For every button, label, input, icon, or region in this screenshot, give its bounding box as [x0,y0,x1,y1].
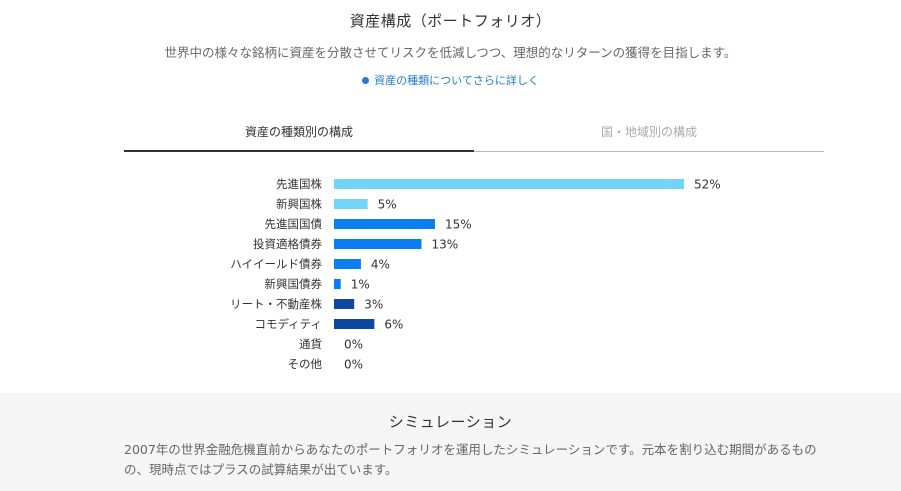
bar [334,279,341,289]
bar [334,239,422,249]
value-label: 4% [371,258,390,272]
value-label: 6% [384,318,403,332]
asset-types-more-link[interactable]: 資産の種類についてさらに詳しく [0,72,901,88]
category-label: 先進国株 [276,177,322,191]
category-label: コモディティ [254,317,322,331]
value-label: 15% [445,218,472,232]
category-label: 新興国債券 [265,277,323,291]
category-label: 投資適格債券 [253,237,322,251]
bar [334,179,684,189]
simulation-title: シミュレーション [388,413,513,431]
value-label: 1% [351,278,370,292]
page-subtitle: 世界中の様々な銘柄に資産を分散させてリスクを低減しつつ、理想的なリターンの獲得を… [164,45,737,60]
bar [334,259,361,269]
tab-country-region[interactable]: 国・地域別の構成 [474,117,824,152]
bar [334,299,355,309]
asset-types-more-link-label: 資産の種類についてさらに詳しく [374,74,539,87]
bar [334,219,435,229]
asset-allocation-bar-chart: 先進国株 52% 新興国株 5% 先進国国債 15% 投資適格債券 13% ハイイールド債券 4%… [230,177,721,372]
page-title: 資産構成（ポートフォリオ） [349,12,552,30]
value-label: 5% [378,198,397,212]
bullet-dot-icon [362,76,370,84]
simulation-description: 2007年の世界金融危機直前からあなたのポートフォリオを運用したシミュレーション… [124,442,817,477]
value-label: 13% [432,238,459,252]
simulation-section: シミュレーション 2007年の世界金融危機直前からあなたのポートフォリオを運用し… [0,393,901,491]
category-label: ハイイールド債券 [230,257,322,271]
value-label: 3% [364,298,383,312]
value-label: 52% [694,178,721,192]
category-label: 先進国国債 [265,217,323,231]
bar [334,319,375,329]
value-label: 0% [344,338,363,352]
tab-asset-type[interactable]: 資産の種類別の構成 [124,117,474,152]
tab-bar: 資産の種類別の構成 国・地域別の構成 [124,117,824,152]
category-label: リート・不動産株 [230,297,322,311]
bar [334,199,368,209]
category-label: その他 [288,357,323,371]
value-label: 0% [344,358,363,372]
portfolio-section: 資産構成（ポートフォリオ） 世界中の様々な銘柄に資産を分散させてリスクを低減しつ… [0,12,901,372]
category-label: 新興国株 [276,197,322,211]
category-label: 通貨 [299,337,322,351]
